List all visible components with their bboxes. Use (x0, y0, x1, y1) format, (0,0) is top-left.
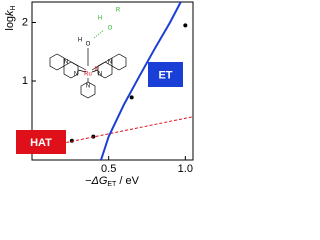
y-tick-label: 2 (22, 16, 28, 28)
x-label-tail: / eV (116, 175, 139, 187)
data-point (129, 95, 134, 100)
atom-label: O (108, 26, 113, 32)
bond (77, 69, 87, 73)
atom-label: Ru (84, 72, 92, 78)
bond (91, 69, 99, 73)
atom-label: N (64, 60, 68, 66)
ring (111, 53, 127, 71)
x-axis-label: −ΔGET / eV (85, 175, 140, 188)
atom-label: II (94, 67, 98, 73)
h-bond (93, 29, 105, 39)
atom-label: H (98, 16, 102, 22)
y-axis-label: logkH (4, 5, 17, 30)
annotation-box (148, 62, 183, 87)
atom-label: H (78, 38, 82, 44)
data-point (183, 23, 188, 28)
y-tick-label: 1 (22, 75, 28, 87)
molecule (49, 29, 127, 99)
x-label-main: −ΔG (85, 175, 108, 187)
ring (49, 53, 65, 71)
y-label-ital: k (4, 10, 16, 16)
x-tick-label: 0.5 (101, 163, 116, 175)
annotation-box (16, 130, 66, 154)
y-label-sub: H (10, 5, 17, 10)
atom-label: N (74, 72, 78, 78)
atom-label: N (98, 72, 102, 78)
y-label-main: log (4, 16, 16, 31)
series-line (100, 2, 182, 160)
annotation-label: ET (158, 69, 172, 81)
atom-label: N (86, 84, 90, 90)
annotation-label: HAT (30, 137, 52, 149)
atom-label: N (108, 60, 112, 66)
bond (91, 57, 113, 71)
atom-label: O (86, 42, 91, 48)
atom-label: R (116, 8, 121, 14)
x-tick-label: 1.0 (178, 163, 193, 175)
bond (63, 57, 87, 71)
data-point (69, 138, 74, 143)
x-label-sub: ET (107, 181, 117, 188)
